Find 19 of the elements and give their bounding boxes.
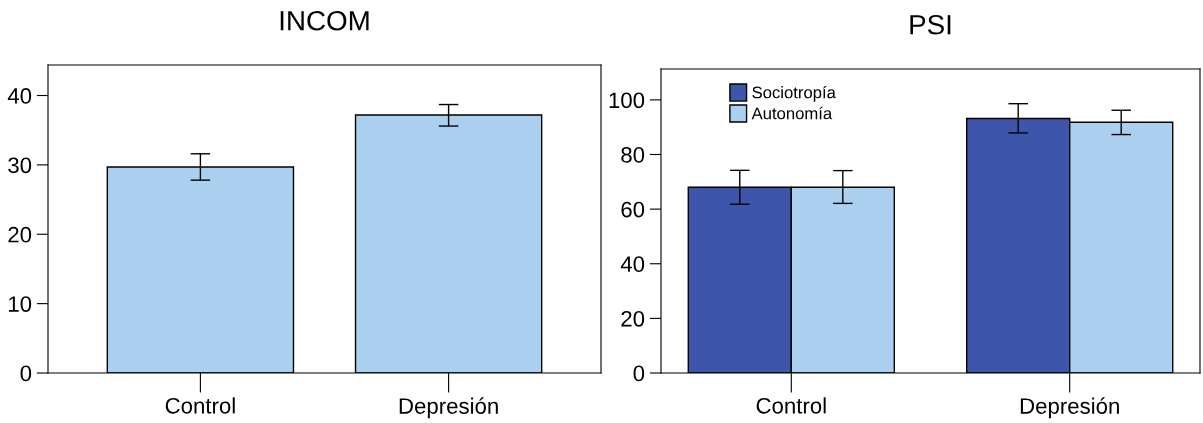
- y-tick-label: 20: [621, 310, 645, 327]
- x-tick-label: Control: [165, 397, 235, 414]
- legend-label: Sociotropía: [752, 85, 836, 102]
- y-tick-label: 20: [8, 226, 32, 243]
- y-tick-label: 100: [609, 92, 645, 109]
- y-tick-label: 40: [620, 256, 645, 273]
- y-tick-label: 30: [8, 157, 32, 174]
- y-tick-label: 80: [621, 147, 645, 163]
- y-tick-label: 60: [621, 201, 645, 218]
- x-tick-label: Depresión: [1020, 397, 1119, 419]
- chart-title: PSI: [910, 14, 951, 35]
- x-tick-label: Control: [756, 397, 826, 414]
- chart-title: INCOM: [280, 10, 369, 31]
- x-tick-label: Depresión: [399, 397, 498, 419]
- y-tick-label: 10: [9, 296, 32, 312]
- legend-label: Autonomía: [751, 106, 833, 120]
- y-tick-label: 40: [7, 88, 32, 104]
- y-tick-label: 0: [633, 365, 645, 382]
- y-tick-label: 0: [20, 365, 32, 382]
